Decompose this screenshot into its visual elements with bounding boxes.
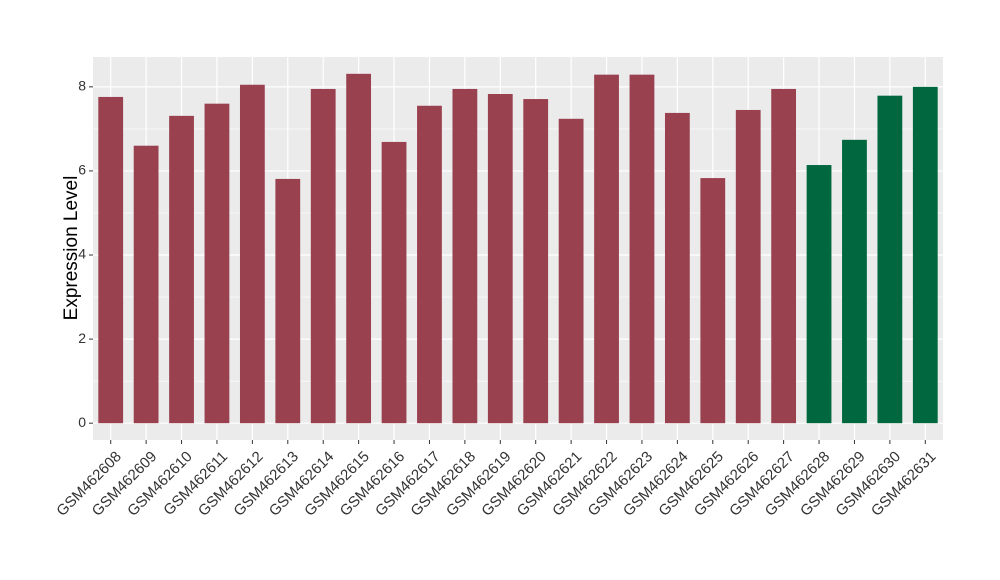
y-tick-label: 4 <box>78 246 86 262</box>
bar <box>487 93 513 424</box>
bar <box>912 86 938 424</box>
bar <box>629 74 655 424</box>
bar <box>558 118 584 424</box>
bar <box>417 105 442 424</box>
panel <box>93 57 943 440</box>
bar <box>275 178 301 424</box>
bar <box>877 95 903 424</box>
bar <box>664 112 690 424</box>
bar <box>452 88 478 424</box>
bar <box>735 109 761 424</box>
bar <box>98 96 124 424</box>
bar <box>381 141 407 424</box>
y-tick-label: 0 <box>78 414 86 430</box>
bar <box>204 103 230 424</box>
bar <box>310 88 336 424</box>
bar <box>771 88 797 424</box>
bar <box>133 145 159 424</box>
y-tick-label: 6 <box>78 162 86 178</box>
bar <box>169 115 194 424</box>
bar <box>806 165 832 424</box>
y-axis-label: Expression Level <box>61 176 82 321</box>
bar <box>239 84 265 424</box>
bar <box>594 74 619 424</box>
bar <box>523 99 549 424</box>
y-tick-label: 2 <box>78 330 86 346</box>
bar <box>700 178 726 424</box>
y-tick-label: 8 <box>78 78 86 94</box>
bar <box>346 73 372 424</box>
bar <box>842 139 867 424</box>
